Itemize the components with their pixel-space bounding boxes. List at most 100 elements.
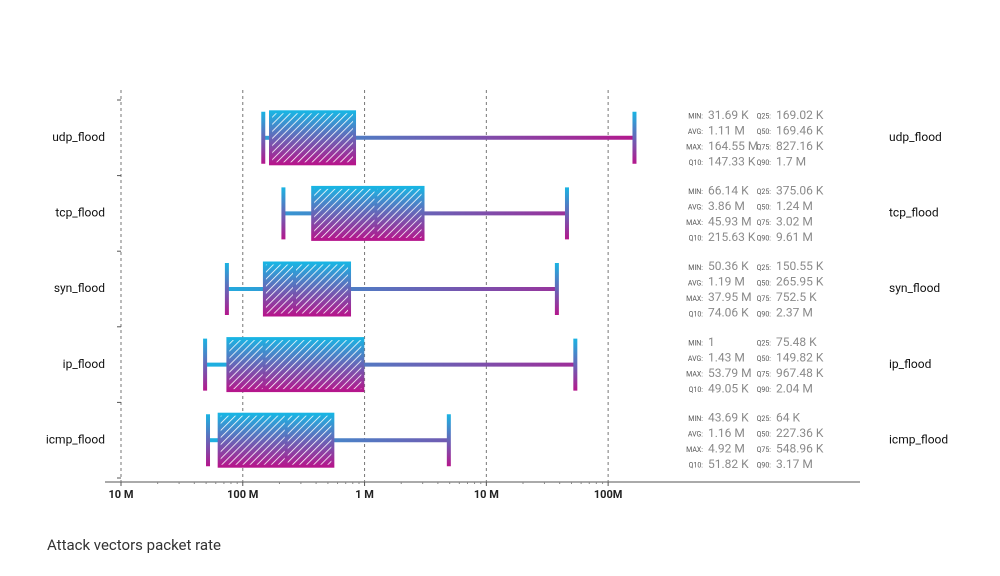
stat-name: MAX: [686, 144, 703, 152]
stat-value: 169.46 K [776, 123, 824, 137]
x-tick-label: 10 M [108, 488, 133, 501]
category-label: tcp_flood [889, 206, 939, 220]
stat-name: AVG: [688, 204, 703, 212]
x-tick-label: 10 M [474, 488, 499, 501]
stat-value: 3.17 M [776, 457, 813, 471]
stat-value: 265.95 K [776, 275, 824, 289]
stat-name: Q90: [757, 462, 772, 470]
stat-value: 1.19 M [708, 275, 745, 289]
stat-value: 74.06 K [708, 306, 749, 320]
stat-value: 9.61 M [776, 230, 813, 244]
box-hatch [269, 110, 357, 166]
stat-name: Q50: [757, 204, 772, 212]
stat-value: 227.36 K [776, 426, 824, 440]
chart-title: Attack vectors packet rate [47, 536, 221, 554]
stat-value: 169.02 K [776, 108, 824, 122]
category-label: ip_flood [889, 357, 931, 371]
stat-value: 3.86 M [708, 199, 745, 213]
category-label: udp_flood [52, 130, 105, 144]
stat-name: Q50: [757, 279, 772, 287]
stat-value: 53.79 M [708, 366, 752, 380]
stat-name: Q10: [689, 310, 704, 318]
category-label: icmp_flood [889, 432, 948, 446]
stat-value: 967.48 K [776, 366, 824, 380]
stat-value: 3.02 M [776, 215, 813, 229]
stat-name: Q75: [757, 446, 772, 454]
stat-name: MIN: [688, 415, 703, 423]
stat-value: 1.24 M [776, 199, 813, 213]
stat-name: Q50: [757, 431, 772, 439]
category-label: syn_flood [889, 281, 940, 295]
stat-value: 45.93 M [708, 215, 752, 229]
stat-name: MIN: [688, 188, 703, 196]
stat-name: MAX: [686, 219, 703, 227]
stat-name: Q25: [757, 415, 772, 423]
stat-value: 215.63 K [708, 230, 756, 244]
stat-value: 375.06 K [776, 184, 824, 198]
stat-name: AVG: [688, 279, 703, 287]
stat-value: 4.92 M [708, 441, 745, 455]
stat-value: 37.95 M [708, 290, 752, 304]
stat-value: 147.33 K [708, 154, 756, 168]
stat-value: 1.11 M [708, 123, 745, 137]
stat-name: AVG: [688, 128, 703, 136]
stat-value: 150.55 K [776, 259, 824, 273]
category-label: udp_flood [889, 130, 942, 144]
stat-name: Q10: [689, 159, 704, 167]
stat-name: Q25: [757, 188, 772, 196]
stat-name: Q25: [757, 113, 772, 121]
stat-value: 149.82 K [776, 350, 824, 364]
stat-name: AVG: [688, 355, 703, 363]
stat-name: Q50: [757, 128, 772, 136]
stat-name: Q75: [757, 370, 772, 378]
stat-value: 50.36 K [708, 259, 749, 273]
stat-value: 1.7 M [776, 154, 806, 168]
stat-name: Q75: [757, 144, 772, 152]
stat-name: Q90: [757, 386, 772, 394]
stat-name: MAX: [686, 370, 703, 378]
stat-name: Q90: [757, 310, 772, 318]
stat-value: 164.55 M [708, 139, 758, 153]
category-label: tcp_flood [55, 206, 105, 220]
box-hatch [226, 337, 365, 393]
stat-name: Q10: [689, 235, 704, 243]
stat-name: Q90: [757, 235, 772, 243]
stat-value: 49.05 K [708, 381, 749, 395]
stat-name: MIN: [688, 113, 703, 121]
box-hatch [217, 412, 335, 468]
stat-name: MIN: [688, 339, 703, 347]
stat-name: Q90: [757, 159, 772, 167]
stat-value: 75.48 K [776, 335, 817, 349]
stat-value: 2.37 M [776, 306, 813, 320]
stat-value: 64 K [776, 410, 800, 424]
stat-value: 51.82 K [708, 457, 749, 471]
category-label: syn_flood [54, 281, 105, 295]
stat-value: 827.16 K [776, 139, 824, 153]
stat-value: 2.04 M [776, 381, 813, 395]
stat-value: 1.16 M [708, 426, 745, 440]
x-tick-label: 100M [594, 488, 623, 501]
stat-name: Q25: [757, 339, 772, 347]
stat-value: 66.14 K [708, 184, 749, 198]
stat-value: 43.69 K [708, 410, 749, 424]
category-label: ip_flood [63, 357, 105, 371]
stat-name: Q25: [757, 264, 772, 272]
stat-name: Q50: [757, 355, 772, 363]
stat-value: 1 [708, 335, 715, 349]
stat-name: AVG: [688, 431, 703, 439]
stat-value: 1.43 M [708, 350, 745, 364]
box-hatch [311, 185, 425, 241]
stat-name: MAX: [686, 446, 703, 454]
x-tick-label: 100 M [227, 488, 258, 501]
stat-name: MAX: [686, 295, 703, 303]
box-hatch [262, 261, 352, 317]
stat-value: 752.5 K [776, 290, 817, 304]
category-label: icmp_flood [46, 432, 105, 446]
stat-value: 31.69 K [708, 108, 749, 122]
x-tick-label: 1 M [355, 488, 374, 501]
stat-name: MIN: [688, 264, 703, 272]
stat-value: 548.96 K [776, 441, 824, 455]
stat-name: Q10: [689, 462, 704, 470]
stat-name: Q75: [757, 219, 772, 227]
